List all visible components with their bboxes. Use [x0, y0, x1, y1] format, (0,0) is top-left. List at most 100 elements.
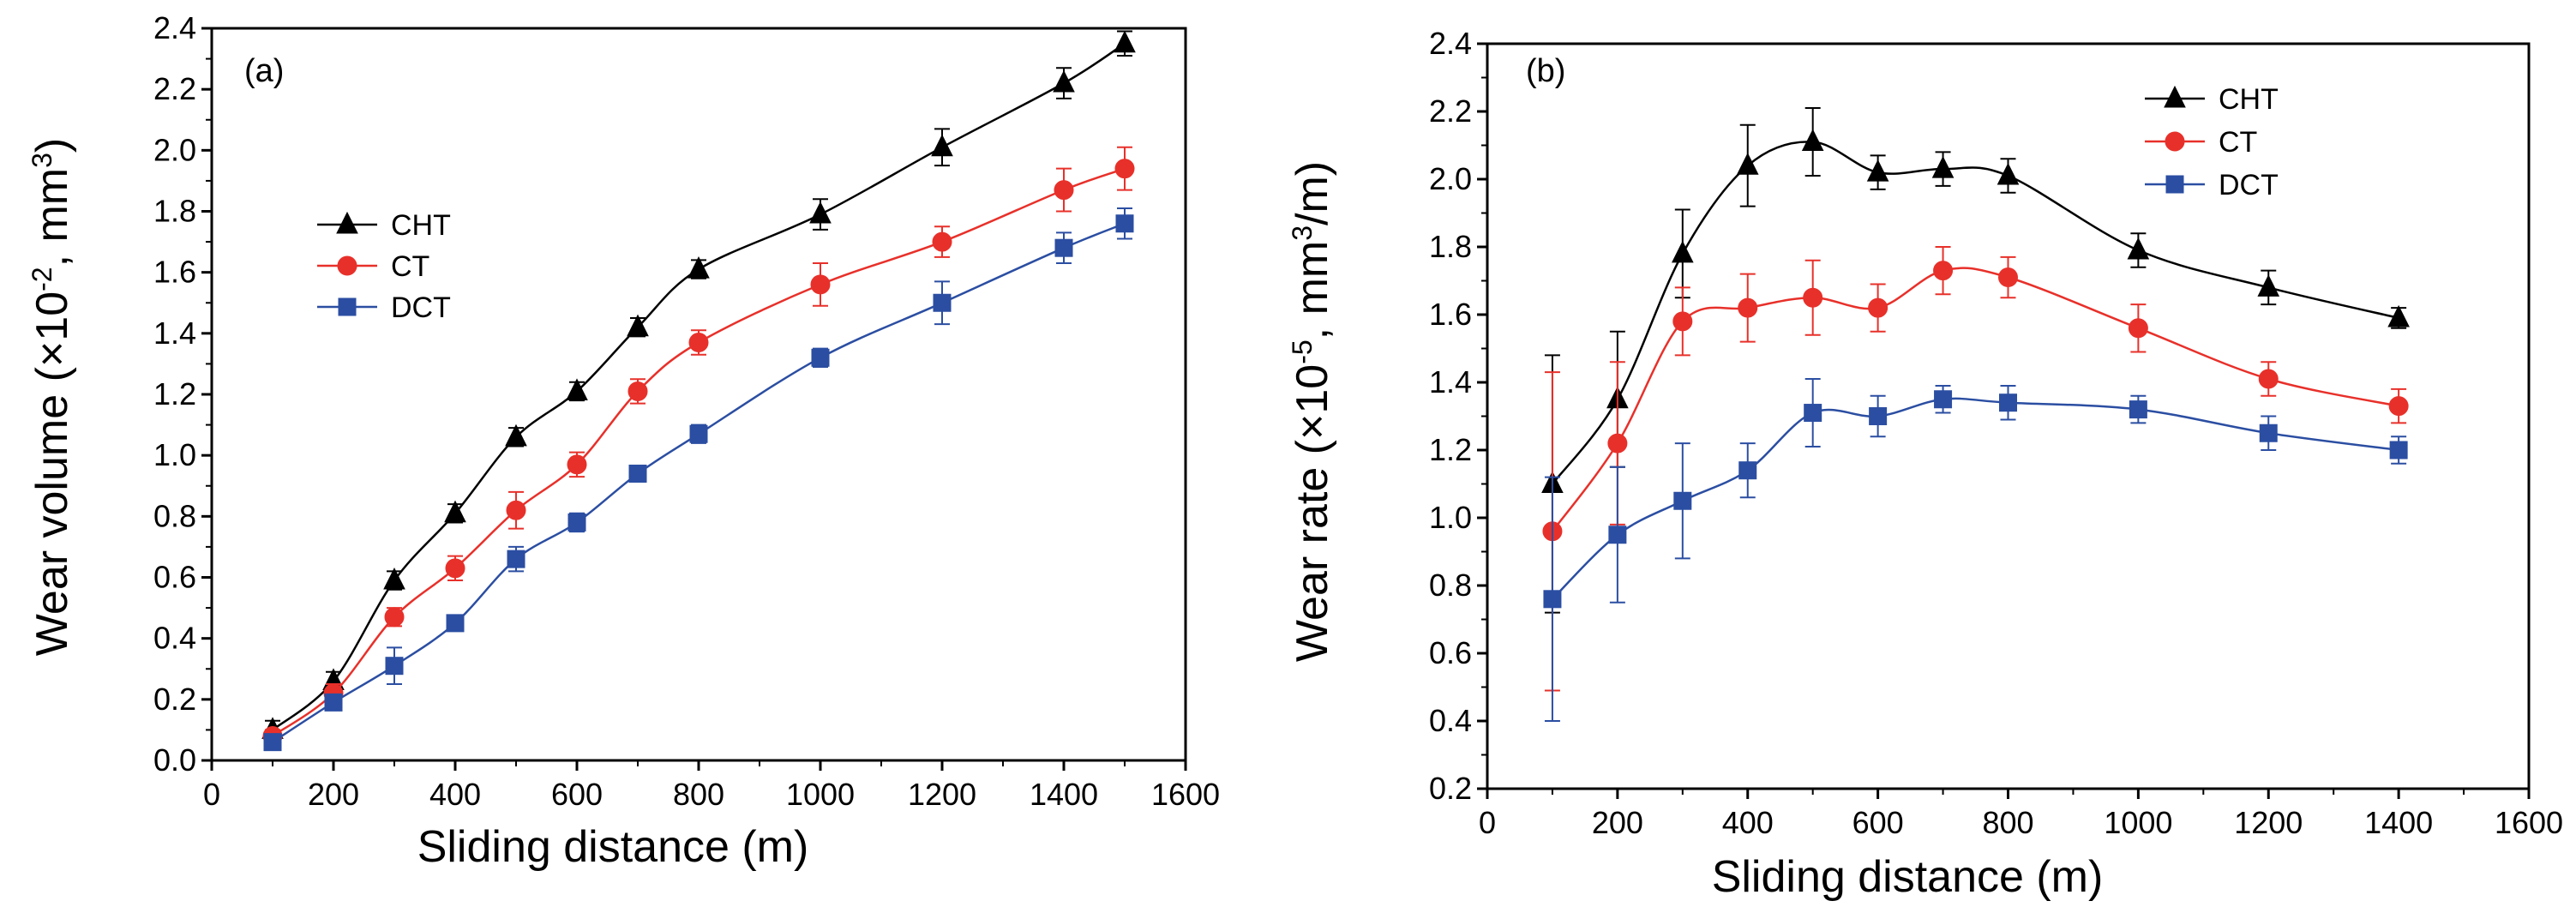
panel-b-plot-body: 0 200 400 600 800 1000 1200 1400 1600 0.2 0.4 0.6 0.…: [1429, 26, 2563, 840]
panel-b-y-title-unit: , mm: [1288, 241, 1337, 340]
panel-a-x-tick-label: 0: [203, 777, 220, 812]
panel-b-point-dct: [1999, 393, 2017, 412]
panel-a-x-tick-label: 600: [551, 777, 603, 812]
panel-b-y-tick-label: 1.6: [1429, 297, 1472, 332]
panel-a-point-dct: [567, 513, 586, 532]
panel-a-y-tick-label: 0.2: [153, 682, 196, 717]
panel-a-wear-volume: 0 200 400 600 800 1000 1200 1400 1600 0.0 0.2 0.4 0.…: [27, 10, 1220, 872]
panel-b-point-ct: [2388, 396, 2409, 417]
panel-b-x-axis-title: Sliding distance (m): [1712, 852, 2104, 902]
panel-b-y-tick-label: 1.2: [1429, 432, 1472, 467]
panel-a-point-dct: [446, 614, 465, 633]
panel-b-x-tick-label: 200: [1592, 805, 1643, 840]
panel-a-point-dct: [324, 693, 343, 712]
panel-b-series-dct: [1543, 378, 2408, 722]
panel-b-legend-marker-ct: [2165, 131, 2185, 152]
panel-a-plot-frame: [210, 27, 1187, 762]
panel-a-y-tick-label: 1.6: [153, 255, 196, 290]
panel-a-point-cht: [688, 255, 710, 279]
panel-a-point-ct: [506, 500, 526, 520]
panel-b-y-tick-label: 0.2: [1429, 771, 1472, 806]
panel-a-point-dct: [628, 465, 647, 484]
panel-b-y-title-scale: ×10: [1288, 364, 1337, 440]
panel-b-point-ct: [1672, 311, 1693, 332]
panel-b-y-title-scale-exp: -5: [1287, 339, 1318, 363]
panel-b-point-dct: [1673, 491, 1692, 510]
panel-b-y-tick-label: 2.4: [1429, 26, 1472, 61]
panel-b-label: (b): [1526, 53, 1565, 89]
panel-a-y-title-end: ): [27, 138, 77, 153]
panel-b-x-tick-label: 1200: [2234, 805, 2303, 840]
panel-b-y-axis-title: Wear rate (×10-5, mm3/m): [1287, 161, 1337, 662]
panel-b-point-dct: [1608, 526, 1627, 544]
panel-a-point-ct: [688, 333, 709, 353]
panel-a-point-dct: [933, 293, 952, 312]
panel-b-point-ct: [1998, 267, 2018, 288]
panel-b-x-tick-label: 400: [1722, 805, 1774, 840]
panel-a-point-cht: [1053, 69, 1075, 93]
panel-a-point-dct: [1054, 238, 1073, 257]
panel-b-legend-marker-cht: [2164, 85, 2186, 108]
panel-b-point-dct: [1543, 590, 1562, 609]
panel-a-y-tick-label: 2.4: [153, 10, 196, 45]
panel-a-point-cht: [505, 423, 527, 447]
panel-b-point-dct: [2259, 423, 2278, 442]
panel-a-y-title-scale-exp: -2: [27, 267, 57, 291]
panel-b-y-tick-label: 2.2: [1429, 93, 1472, 129]
panel-a-legend-label-dct: DCT: [391, 291, 451, 324]
panel-b-point-cht: [2257, 274, 2280, 297]
panel-a-point-dct: [689, 424, 708, 443]
panel-b-series-ct: [1542, 246, 2409, 692]
panel-b-legend-label-dct: DCT: [2219, 169, 2279, 201]
panel-a-series-dct: [263, 207, 1134, 752]
panel-a-point-ct: [1054, 180, 1074, 201]
panel-a-x-tick-label: 400: [429, 777, 481, 812]
panel-a-series-cht: [261, 30, 1136, 741]
panel-a-y-title-main: Wear volume (: [27, 366, 77, 656]
panel-a-legend-marker-cht: [336, 211, 358, 234]
panel-a-legend-marker-dct: [338, 297, 357, 316]
panel-a-legend-label-cht: CHT: [391, 209, 451, 242]
panel-b-point-ct: [1933, 261, 1954, 281]
panel-b-y-tick-label: 1.8: [1429, 229, 1472, 264]
panel-b-y-tick-label: 0.8: [1429, 568, 1472, 603]
panel-a-x-tick-label: 1000: [786, 777, 855, 812]
panel-b-y-tick-label: 2.0: [1429, 161, 1472, 196]
panel-b-y-title-main: Wear rate (: [1288, 439, 1337, 662]
panel-b-point-ct: [2258, 369, 2279, 389]
panel-b-legend-label-cht: CHT: [2219, 83, 2279, 116]
panel-a-legend: CHT CT DCT: [317, 209, 451, 324]
panel-a-y-tick-label: 1.4: [153, 315, 196, 351]
panel-a-x-tick-label: 1600: [1151, 777, 1220, 812]
panel-a-point-cht: [444, 500, 466, 523]
panel-a-y-title-scale: ×10: [27, 291, 77, 367]
panel-b-point-dct: [2389, 441, 2408, 460]
panel-b-series-cht: [1541, 107, 2410, 614]
panel-b-point-cht: [1801, 129, 1824, 152]
panel-a-point-ct: [627, 381, 648, 401]
panel-a-x-tick-label: 200: [308, 777, 359, 812]
panel-b-y-tick-label: 0.4: [1429, 703, 1472, 738]
panel-b-point-dct: [1804, 404, 1822, 423]
panel-a-legend-label-ct: CT: [391, 250, 429, 283]
panel-b-y-tick-label: 1.0: [1429, 500, 1472, 535]
panel-a-x-tick-label: 800: [673, 777, 724, 812]
panel-a-y-tick-label: 0.4: [153, 621, 196, 656]
panel-b-wear-rate: 0 200 400 600 800 1000 1200 1400 1600 0.2 0.4 0.6 0.…: [1287, 26, 2563, 902]
panel-b-point-dct: [1934, 390, 1953, 409]
panel-a-point-cht: [809, 201, 832, 224]
panel-b-point-dct: [1738, 461, 1757, 480]
panel-b-point-cht: [2387, 304, 2410, 327]
panel-a-point-ct: [932, 231, 952, 252]
panel-b-point-dct: [1869, 407, 1888, 425]
panel-b-x-tick-label: 1000: [2104, 805, 2172, 840]
panel-b-point-ct: [2128, 318, 2148, 339]
panel-a-y-tick-label: 2.0: [153, 132, 196, 167]
panel-b-point-cht: [1736, 153, 1759, 175]
panel-a-y-tick-label: 1.8: [153, 194, 196, 229]
panel-a-point-dct: [507, 550, 525, 568]
panel-b-x-tick-label: 1400: [2364, 805, 2433, 840]
panel-a-x-axis-title: Sliding distance (m): [417, 822, 809, 872]
panel-b-point-cht: [2127, 237, 2150, 260]
panel-a-y-tick-label: 1.0: [153, 437, 196, 472]
